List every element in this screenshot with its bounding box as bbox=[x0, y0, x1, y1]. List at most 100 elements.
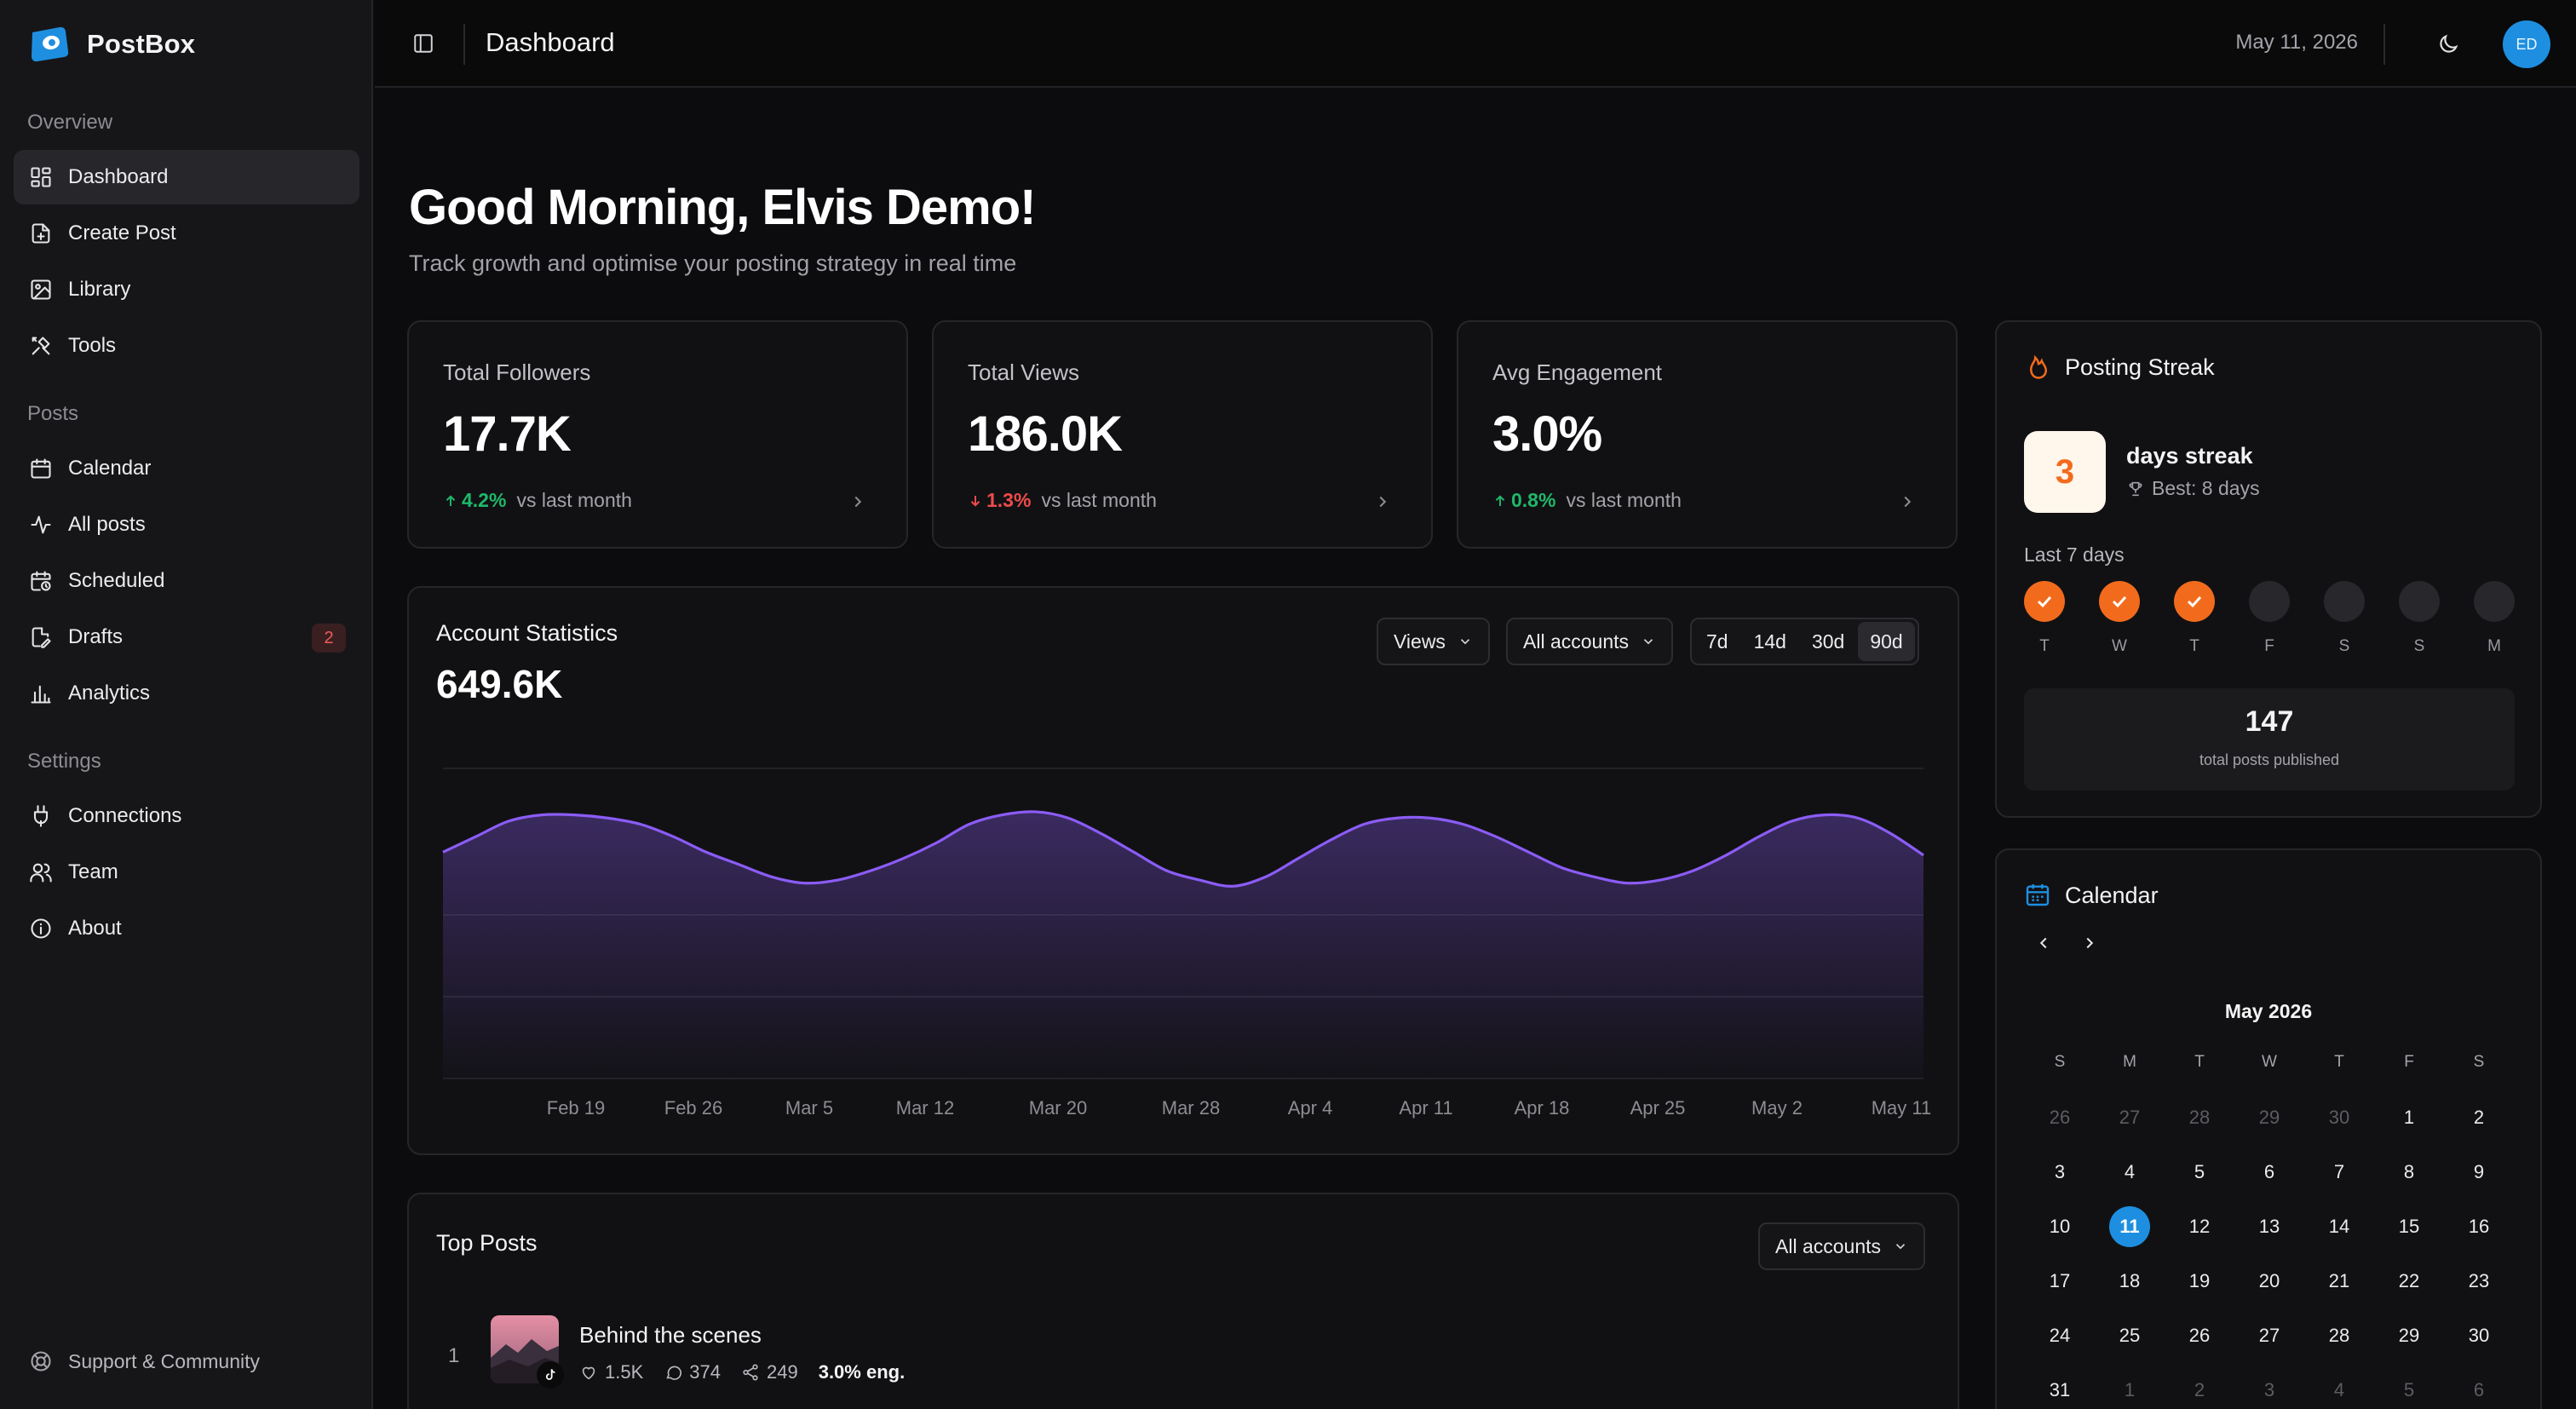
tiktok-icon bbox=[537, 1361, 564, 1389]
calendar-day-today[interactable]: 11 bbox=[2109, 1206, 2150, 1247]
theme-toggle-button[interactable] bbox=[2433, 29, 2464, 60]
calendar-day[interactable]: 7 bbox=[2333, 1161, 2345, 1182]
sidebar-item-dashboard[interactable]: Dashboard bbox=[14, 150, 359, 204]
sidebar-item-team[interactable]: Team bbox=[14, 845, 359, 900]
calendar-day[interactable]: 6 bbox=[2263, 1161, 2275, 1182]
top-posts-dropdown-label: All accounts bbox=[1775, 1234, 1882, 1257]
sidebar-item-analytics[interactable]: Analytics bbox=[14, 666, 359, 721]
stat-card-avg-engagement[interactable]: Avg Engagement 3.0% 0.8% vs last month bbox=[1457, 320, 1958, 549]
stat-delta-value: 0.8% bbox=[1511, 489, 1556, 511]
stat-card-total-followers[interactable]: Total Followers 17.7K 4.2% vs last month bbox=[407, 320, 908, 549]
calendar-day[interactable]: 3 bbox=[2054, 1161, 2066, 1182]
calendar-day[interactable]: 26 bbox=[2049, 1107, 2071, 1128]
chevron-down-icon bbox=[1643, 639, 1653, 645]
calendar-day[interactable]: 15 bbox=[2398, 1216, 2420, 1237]
post-comments-count: 374 bbox=[689, 1361, 721, 1383]
calendar-day[interactable]: 30 bbox=[2468, 1325, 2490, 1346]
calendar-day[interactable]: 2 bbox=[2194, 1379, 2205, 1400]
stat-delta: 0.8% vs last month bbox=[1492, 489, 1682, 512]
range-14d-button[interactable]: 14d bbox=[1753, 630, 1786, 653]
calendar-day[interactable]: 14 bbox=[2328, 1216, 2350, 1237]
calendar-day[interactable]: 1 bbox=[2124, 1379, 2136, 1400]
calendar-day[interactable]: 28 bbox=[2188, 1107, 2211, 1128]
x-tick-label: Feb 26 bbox=[664, 1097, 723, 1119]
calendar-day[interactable]: 29 bbox=[2258, 1107, 2280, 1128]
calendar-day[interactable]: 18 bbox=[2119, 1270, 2141, 1291]
sidebar-item-label: Team bbox=[68, 860, 118, 883]
user-avatar[interactable]: ED bbox=[2503, 20, 2550, 68]
chevron-right-icon bbox=[1904, 496, 1912, 508]
calendar-day[interactable]: 4 bbox=[2124, 1161, 2136, 1182]
x-tick-label: Mar 28 bbox=[1162, 1097, 1220, 1119]
app-name: PostBox bbox=[87, 29, 196, 59]
arrow-up-icon bbox=[1495, 494, 1505, 506]
nav-section-overview: Overview bbox=[27, 111, 113, 134]
metric-dropdown[interactable]: Views bbox=[1377, 618, 1490, 665]
calendar-day[interactable]: 10 bbox=[2049, 1216, 2071, 1237]
calendar-day[interactable]: 6 bbox=[2473, 1379, 2485, 1400]
calendar-day[interactable]: 9 bbox=[2473, 1161, 2485, 1182]
sidebar-item-label: Drafts bbox=[68, 625, 124, 648]
header-divider bbox=[463, 24, 465, 65]
sidebar-item-calendar[interactable]: Calendar bbox=[14, 441, 359, 496]
sidebar-item-connections[interactable]: Connections bbox=[14, 789, 359, 843]
stat-delta-suffix: vs last month bbox=[1041, 489, 1157, 511]
calendar-weekday: T bbox=[2194, 1053, 2205, 1071]
calendar-prev-button[interactable] bbox=[2031, 930, 2056, 956]
stat-card-total-views[interactable]: Total Views 186.0K 1.3% vs last month bbox=[932, 320, 1433, 549]
top-posts-account-dropdown[interactable]: All accounts bbox=[1758, 1222, 1926, 1270]
calendar-day[interactable]: 21 bbox=[2328, 1270, 2350, 1291]
calendar-day[interactable]: 12 bbox=[2188, 1216, 2211, 1237]
calendar-day[interactable]: 5 bbox=[2194, 1161, 2205, 1182]
support-community-link[interactable]: Support & Community bbox=[29, 1349, 260, 1373]
sidebar-item-about[interactable]: About bbox=[14, 901, 359, 956]
calendar-day[interactable]: 27 bbox=[2258, 1325, 2280, 1346]
calendar-day[interactable]: 29 bbox=[2398, 1325, 2420, 1346]
range-30d-button[interactable]: 30d bbox=[1811, 630, 1845, 653]
calendar-day[interactable]: 30 bbox=[2328, 1107, 2350, 1128]
calendar-day[interactable]: 31 bbox=[2049, 1379, 2071, 1400]
sidebar-item-all-posts[interactable]: All posts bbox=[14, 497, 359, 552]
brand[interactable]: PostBox bbox=[29, 22, 195, 66]
sidebar-item-label: Create Post bbox=[68, 221, 176, 244]
sidebar-item-tools[interactable]: Tools bbox=[14, 319, 359, 373]
last-7-days-label: Last 7 days bbox=[2024, 543, 2125, 566]
calendar-day[interactable]: 4 bbox=[2333, 1379, 2345, 1400]
range-7d-button[interactable]: 7d bbox=[1706, 630, 1728, 653]
calendar-day[interactable]: 27 bbox=[2119, 1107, 2141, 1128]
calendar-day[interactable]: 1 bbox=[2403, 1107, 2415, 1128]
sidebar-item-scheduled[interactable]: Scheduled bbox=[14, 554, 359, 608]
calendar-day[interactable]: 5 bbox=[2403, 1379, 2415, 1400]
sidebar-item-library[interactable]: Library bbox=[14, 262, 359, 317]
sidebar-item-create-post[interactable]: Create Post bbox=[14, 206, 359, 261]
streak-day-dot bbox=[2324, 581, 2365, 622]
account-dropdown[interactable]: All accounts bbox=[1506, 618, 1674, 665]
calendar-day[interactable]: 17 bbox=[2049, 1270, 2071, 1291]
streak-best: Best: 8 days bbox=[2126, 477, 2260, 500]
trophy-icon bbox=[2129, 481, 2142, 496]
calendar-day[interactable]: 20 bbox=[2258, 1270, 2280, 1291]
range-90d-button[interactable]: 90d bbox=[1858, 622, 1915, 661]
calendar-day[interactable]: 16 bbox=[2468, 1216, 2490, 1237]
calendar-next-button[interactable] bbox=[2077, 930, 2102, 956]
calendar-day[interactable]: 25 bbox=[2119, 1325, 2141, 1346]
calendar-day[interactable]: 28 bbox=[2328, 1325, 2350, 1346]
streak-count: 3 bbox=[2024, 431, 2106, 513]
calendar-weekday: F bbox=[2404, 1053, 2414, 1071]
sidebar-toggle-button[interactable] bbox=[409, 29, 438, 58]
calendar-day[interactable]: 3 bbox=[2263, 1379, 2275, 1400]
calendar-day[interactable]: 8 bbox=[2403, 1161, 2415, 1182]
streak-days-label: days streak bbox=[2126, 443, 2253, 469]
calendar-day[interactable]: 22 bbox=[2398, 1270, 2420, 1291]
support-label: Support & Community bbox=[68, 1349, 260, 1372]
streak-day-dot bbox=[2399, 581, 2440, 622]
calendar-day[interactable]: 26 bbox=[2188, 1325, 2211, 1346]
sidebar-item-drafts[interactable]: Drafts 2 bbox=[14, 610, 359, 664]
calendar-day[interactable]: 13 bbox=[2258, 1216, 2280, 1237]
calendar-day[interactable]: 19 bbox=[2188, 1270, 2211, 1291]
calendar-day[interactable]: 23 bbox=[2468, 1270, 2490, 1291]
calendar-day[interactable]: 24 bbox=[2049, 1325, 2071, 1346]
calendar-day[interactable]: 2 bbox=[2473, 1107, 2485, 1128]
page-title: Dashboard bbox=[486, 27, 615, 57]
